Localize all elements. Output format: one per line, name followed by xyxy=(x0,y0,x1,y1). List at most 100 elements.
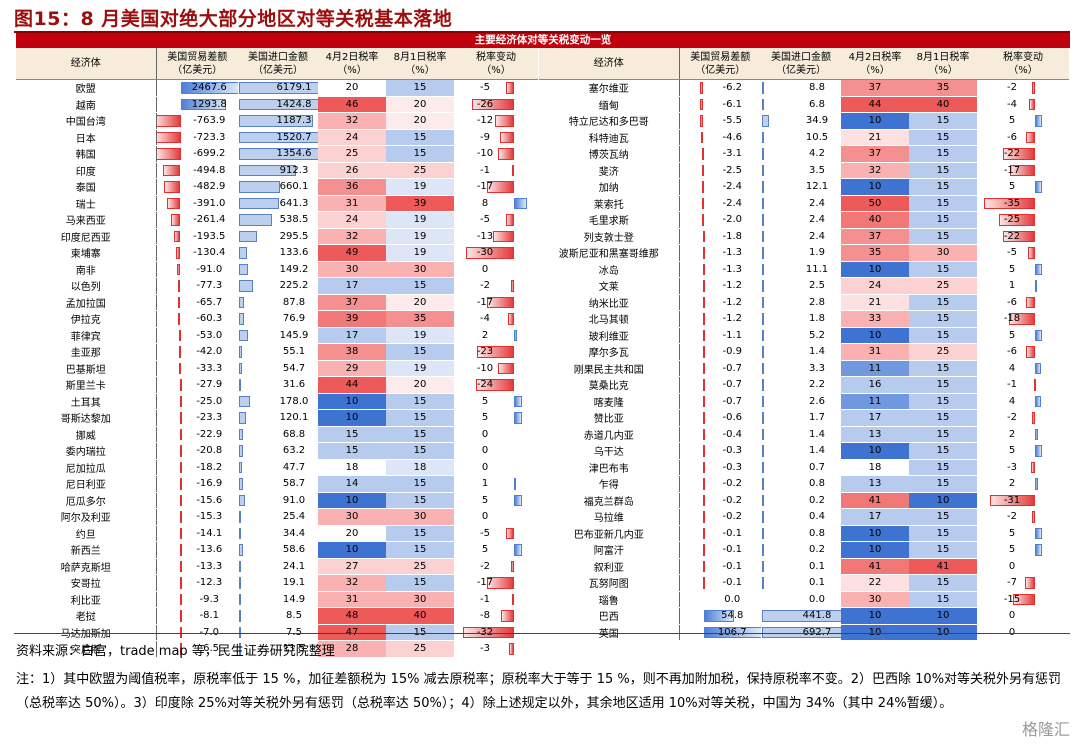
trade-balance-value: -0.1 xyxy=(722,577,742,589)
economy-name-cell: 阿尔及利亚 xyxy=(16,508,157,526)
trade-balance-bar xyxy=(171,214,181,226)
rate-apr2-cell: 24 xyxy=(841,277,909,295)
trade-balance-bar xyxy=(703,461,706,473)
trade-balance-bar xyxy=(179,395,182,407)
trade-balance-cell: -0.3 xyxy=(679,459,761,476)
trade-balance-bar xyxy=(156,148,181,160)
rate-apr2-cell: 31 xyxy=(318,195,386,212)
import-value-bar xyxy=(762,610,841,622)
trade-balance-value: 2467.6 xyxy=(191,82,227,94)
rate-apr2-cell: 37 xyxy=(318,294,386,311)
rate-change-value: 1 xyxy=(1008,280,1016,292)
rate-change-bar xyxy=(1035,478,1038,490)
rate-apr2-cell: 37 xyxy=(841,145,909,163)
trade-balance-bar xyxy=(700,131,704,143)
economy-name-cell: 纳米比亚 xyxy=(539,294,680,311)
import-value-bar xyxy=(762,131,765,143)
rate-change-cell: -13 xyxy=(454,228,538,245)
table-row: 挪威 -22.9 68.8 15 15 0 xyxy=(16,426,538,443)
import-value-cell: 295.5 xyxy=(238,228,318,245)
table-row: 特立尼达和多巴哥 -5.5 34.9 10 15 5 xyxy=(539,112,1069,130)
import-value-bar xyxy=(239,230,258,242)
rate-change-value: -5 xyxy=(480,82,490,94)
rate-change-cell: -15 xyxy=(977,591,1069,608)
rate-apr2-cell: 17 xyxy=(318,327,386,344)
trade-balance-cell: -2.0 xyxy=(679,211,761,229)
rate-change-cell: -3 xyxy=(454,640,538,658)
import-value-bar xyxy=(239,148,318,160)
trade-balance-bar xyxy=(700,82,704,94)
trade-balance-bar xyxy=(178,329,181,341)
import-value-cell: 0.8 xyxy=(761,475,841,493)
import-value-bar xyxy=(239,428,244,440)
import-value-cell: 12.1 xyxy=(761,178,841,196)
rate-aug1-cell: 15 xyxy=(386,393,454,410)
import-value: 133.6 xyxy=(279,247,309,259)
rate-aug1-cell: 15 xyxy=(909,129,977,146)
table-row: 阿尔及利亚 -15.3 25.4 30 30 0 xyxy=(16,508,538,526)
title-divider xyxy=(14,31,1070,33)
trade-balance-bar xyxy=(180,593,183,605)
trade-balance-value: -1.2 xyxy=(722,296,742,308)
table-row: 巴布亚新几内亚 -0.1 0.8 10 15 5 xyxy=(539,525,1069,542)
rate-change-bar xyxy=(477,346,514,358)
rate-apr2-cell: 32 xyxy=(318,574,386,592)
import-value-cell: 0.1 xyxy=(761,574,841,592)
rate-change-cell: 2 xyxy=(977,426,1069,443)
import-value-cell: 58.7 xyxy=(238,475,318,493)
trade-balance-cell: -0.4 xyxy=(679,426,761,443)
trade-balance-cell: -1.2 xyxy=(679,277,761,295)
table-row: 列支敦士登 -1.8 2.4 37 15 -22 xyxy=(539,228,1069,245)
trade-balance-bar xyxy=(703,626,761,638)
rate-change-cell: -17 xyxy=(977,162,1069,179)
import-value-cell: 11.5 xyxy=(238,640,318,658)
import-value-cell: 14.9 xyxy=(238,591,318,608)
table-row: 马达加斯加 -7.0 7.5 4715 -32 xyxy=(16,624,538,641)
rate-change-cell: 5 xyxy=(977,442,1069,460)
economy-name-cell: 巴基斯坦 xyxy=(16,360,157,377)
import-value-cell: 0.8 xyxy=(761,525,841,542)
trade-balance-cell: -723.3 xyxy=(156,129,238,146)
table-row: 波斯尼亚和黑塞哥维那 -1.3 1.9 35 30 -5 xyxy=(539,244,1069,262)
table-row: 赤道几内亚 -0.4 1.4 13 15 2 xyxy=(539,426,1069,443)
rate-apr2-cell: 16 xyxy=(841,376,909,394)
trade-balance-bar xyxy=(703,428,706,440)
rate-apr2-cell: 10 xyxy=(841,327,909,344)
rate-change-cell: -1 xyxy=(977,376,1069,394)
economy-name-cell: 委内瑞拉 xyxy=(16,442,157,460)
economy-name-cell: 突尼斯 xyxy=(16,640,157,658)
import-value: 2.6 xyxy=(809,395,825,407)
economy-name-cell: 乌干达 xyxy=(539,442,680,460)
rate-apr2-cell: 33 xyxy=(841,310,909,328)
table-row: 北马其顿 -1.2 1.8 33 15 -18 xyxy=(539,310,1069,328)
trade-balance-bar xyxy=(179,478,182,490)
rate-aug1-cell: 15 xyxy=(386,426,454,443)
economy-name-cell: 喀麦隆 xyxy=(539,393,680,410)
economy-name-cell: 福克兰群岛 xyxy=(539,492,680,509)
rate-apr2-cell: 13 xyxy=(841,475,909,493)
rate-aug1-cell: 15 xyxy=(909,459,977,476)
import-value-cell: 34.9 xyxy=(761,112,841,130)
trade-balance-bar xyxy=(180,577,183,589)
rate-change-cell: 0 xyxy=(454,459,538,476)
trade-balance-cell: -391.0 xyxy=(156,195,238,212)
rate-change-bar xyxy=(1003,230,1035,242)
rate-change-value: 5 xyxy=(1008,329,1016,341)
economy-name-cell: 博茨瓦纳 xyxy=(539,145,680,163)
rate-change-cell: -6 xyxy=(977,129,1069,146)
rate-change-value: -10 xyxy=(476,362,494,374)
rate-apr2-cell: 29 xyxy=(318,360,386,377)
rate-change-bar xyxy=(506,214,514,226)
import-value-cell: 1.4 xyxy=(761,343,841,361)
import-value-cell: 6179.1 xyxy=(238,79,318,97)
rate-change-bar xyxy=(510,560,514,572)
table-row: 斐济 -2.5 3.5 32 15 -17 xyxy=(539,162,1069,179)
rate-aug1-cell: 19 xyxy=(386,360,454,377)
rate-change-value: 8 xyxy=(481,197,489,209)
rate-apr2-cell: 10 xyxy=(318,492,386,509)
trade-balance-value: -261.4 xyxy=(193,214,226,226)
trade-balance-value: -6.5 xyxy=(199,643,219,655)
rate-change-value: -1 xyxy=(480,593,490,605)
rate-aug1-cell: 20 xyxy=(386,294,454,311)
rate-apr2-cell: 10 xyxy=(318,541,386,559)
